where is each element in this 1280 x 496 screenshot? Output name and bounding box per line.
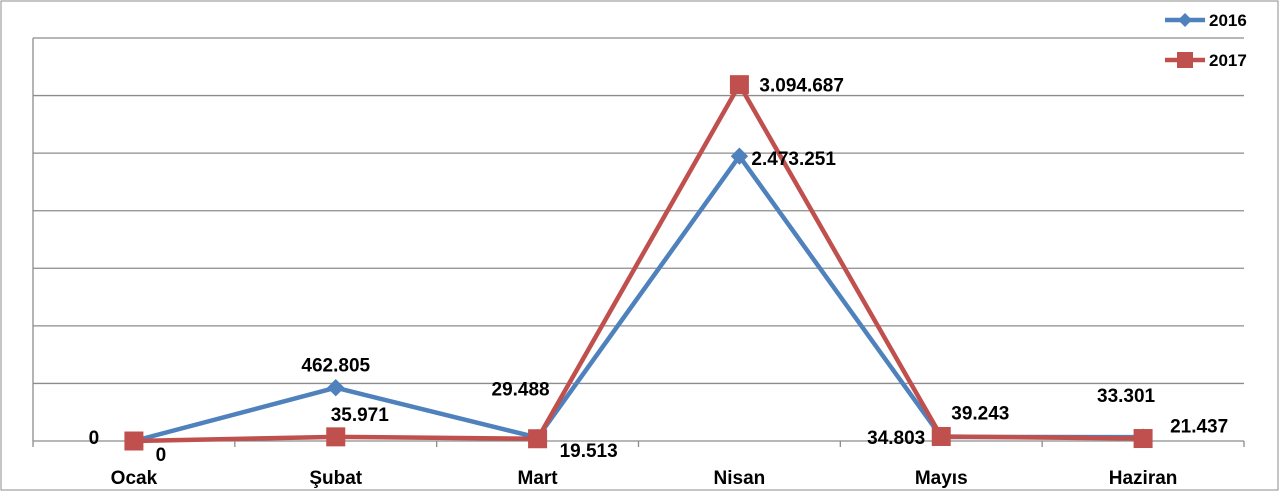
- data-label-2016: 33.301: [1097, 386, 1156, 407]
- legend-marker-2016: [1178, 13, 1192, 27]
- gridlines: [33, 37, 1244, 385]
- data-label-2017: 0: [156, 445, 167, 466]
- data-point-2016: [730, 147, 749, 165]
- data-label-2016: 29.488: [492, 380, 550, 401]
- data-point-2017: [528, 429, 548, 449]
- x-tick-label: Mart: [518, 468, 559, 489]
- x-tick-label: Haziran: [1109, 468, 1178, 489]
- data-point-2017: [729, 75, 749, 95]
- data-point-2016: [327, 379, 345, 397]
- data-label-2016: 462.805: [301, 356, 370, 377]
- legend-marker-2017: [1177, 52, 1193, 68]
- data-label-2017: 21.437: [1170, 417, 1228, 438]
- series-lines: [124, 75, 1153, 451]
- data-label-2017: 35.971: [331, 405, 390, 426]
- data-point-2017: [124, 431, 144, 451]
- x-tick-label: Ocak: [111, 468, 158, 489]
- legend-label-2017: 2017: [1209, 51, 1247, 70]
- data-label-2017: 19.513: [560, 441, 618, 462]
- data-label-2016: 2.473.251: [751, 149, 836, 170]
- legend: 2016 2017: [1165, 11, 1247, 70]
- series-line-2017: [133, 82, 1144, 444]
- data-label-2017: 39.243: [951, 403, 1009, 424]
- x-axis-tick-labels: Ocak Şubat Mart Nisan Mayıs Haziran: [111, 468, 1178, 489]
- data-point-2017: [931, 426, 951, 446]
- x-tick-label: Mayıs: [915, 468, 968, 489]
- x-tick-label: Şubat: [309, 468, 362, 489]
- data-label-2016: 34.803: [867, 428, 925, 449]
- data-point-2017: [1133, 429, 1153, 449]
- data-label-2016: 0: [89, 428, 100, 449]
- data-label-2017: 3.094.687: [759, 76, 844, 97]
- data-point-2017: [326, 427, 346, 447]
- data-labels: 0 462.805 29.488 2.473.251 34.803 33.301 0 35.9…: [89, 76, 1229, 466]
- x-tick-label: Nisan: [714, 468, 766, 489]
- legend-label-2016: 2016: [1209, 11, 1247, 30]
